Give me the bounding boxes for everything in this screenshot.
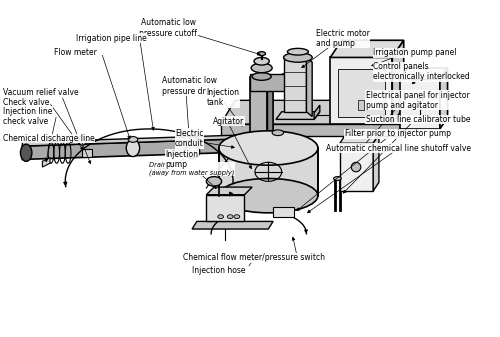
Ellipse shape: [218, 215, 224, 219]
Polygon shape: [392, 40, 404, 124]
Polygon shape: [82, 149, 92, 157]
Ellipse shape: [272, 130, 283, 135]
Ellipse shape: [184, 145, 200, 158]
Text: Vacuum relief valve: Vacuum relief valve: [4, 88, 79, 97]
Ellipse shape: [219, 179, 318, 213]
Circle shape: [352, 162, 361, 172]
Text: Electrical panel for injector
pump and agitator: Electrical panel for injector pump and a…: [366, 91, 470, 110]
Polygon shape: [330, 57, 392, 124]
Polygon shape: [402, 100, 416, 135]
Bar: [284, 57, 306, 112]
Polygon shape: [244, 135, 273, 154]
Polygon shape: [358, 100, 364, 110]
Text: Check valve: Check valve: [4, 98, 50, 107]
Polygon shape: [282, 74, 297, 93]
Polygon shape: [276, 112, 320, 119]
Text: Injection hose: Injection hose: [192, 266, 246, 275]
Ellipse shape: [234, 215, 239, 219]
Text: Injection
pump: Injection pump: [166, 150, 198, 169]
Ellipse shape: [288, 49, 308, 55]
Polygon shape: [206, 195, 244, 221]
Polygon shape: [373, 135, 379, 191]
Text: Injection line
check valve: Injection line check valve: [4, 107, 52, 126]
Ellipse shape: [206, 177, 222, 186]
Polygon shape: [330, 40, 404, 57]
Text: Agitator: Agitator: [213, 117, 244, 126]
Ellipse shape: [254, 57, 270, 65]
Text: Chemical discharge line: Chemical discharge line: [4, 134, 95, 143]
Ellipse shape: [20, 144, 32, 161]
Polygon shape: [440, 68, 448, 129]
Polygon shape: [250, 74, 288, 91]
Ellipse shape: [334, 177, 342, 180]
Polygon shape: [340, 143, 373, 191]
Ellipse shape: [126, 140, 140, 157]
Ellipse shape: [252, 73, 271, 80]
Polygon shape: [314, 105, 320, 119]
Ellipse shape: [228, 215, 233, 219]
Polygon shape: [219, 148, 318, 196]
Text: Injection
tank: Injection tank: [206, 88, 240, 107]
Text: Chemical flow meter/pressure switch: Chemical flow meter/pressure switch: [183, 253, 325, 262]
Ellipse shape: [251, 63, 272, 73]
Text: Electric
conduit: Electric conduit: [175, 129, 204, 148]
Bar: [273, 207, 294, 217]
Text: Automatic low
pressure cutoff: Automatic low pressure cutoff: [140, 18, 197, 38]
Ellipse shape: [258, 52, 266, 56]
Polygon shape: [22, 139, 251, 159]
Ellipse shape: [78, 135, 86, 145]
Polygon shape: [400, 68, 448, 79]
Text: Control panels
electronically interlocked: Control panels electronically interlocke…: [373, 62, 470, 82]
Bar: [338, 69, 384, 117]
Polygon shape: [206, 187, 252, 195]
Polygon shape: [250, 76, 268, 140]
Polygon shape: [192, 221, 273, 229]
Ellipse shape: [219, 131, 318, 165]
Polygon shape: [22, 135, 251, 146]
Polygon shape: [400, 79, 440, 129]
Text: Electric motor
and pump: Electric motor and pump: [316, 29, 370, 48]
Polygon shape: [306, 57, 312, 117]
Polygon shape: [42, 157, 50, 167]
Text: Flow meter: Flow meter: [54, 48, 96, 57]
Text: Automatic low
pressure drain: Automatic low pressure drain: [162, 76, 217, 96]
Polygon shape: [220, 124, 402, 135]
Text: Irrigation pump panel: Irrigation pump panel: [373, 48, 456, 57]
Text: Drain line
(away from water supply): Drain line (away from water supply): [149, 162, 234, 176]
Text: Filter prior to injector pump: Filter prior to injector pump: [344, 129, 451, 138]
Polygon shape: [340, 135, 379, 143]
Text: Automatic chemical line shutoff valve: Automatic chemical line shutoff valve: [326, 144, 470, 153]
Ellipse shape: [284, 53, 312, 62]
Polygon shape: [268, 76, 273, 144]
Text: Suction line calibrator tube: Suction line calibrator tube: [366, 115, 470, 124]
Ellipse shape: [128, 136, 138, 142]
Text: Irrigation pipe line: Irrigation pipe line: [76, 34, 146, 43]
Polygon shape: [220, 100, 416, 124]
